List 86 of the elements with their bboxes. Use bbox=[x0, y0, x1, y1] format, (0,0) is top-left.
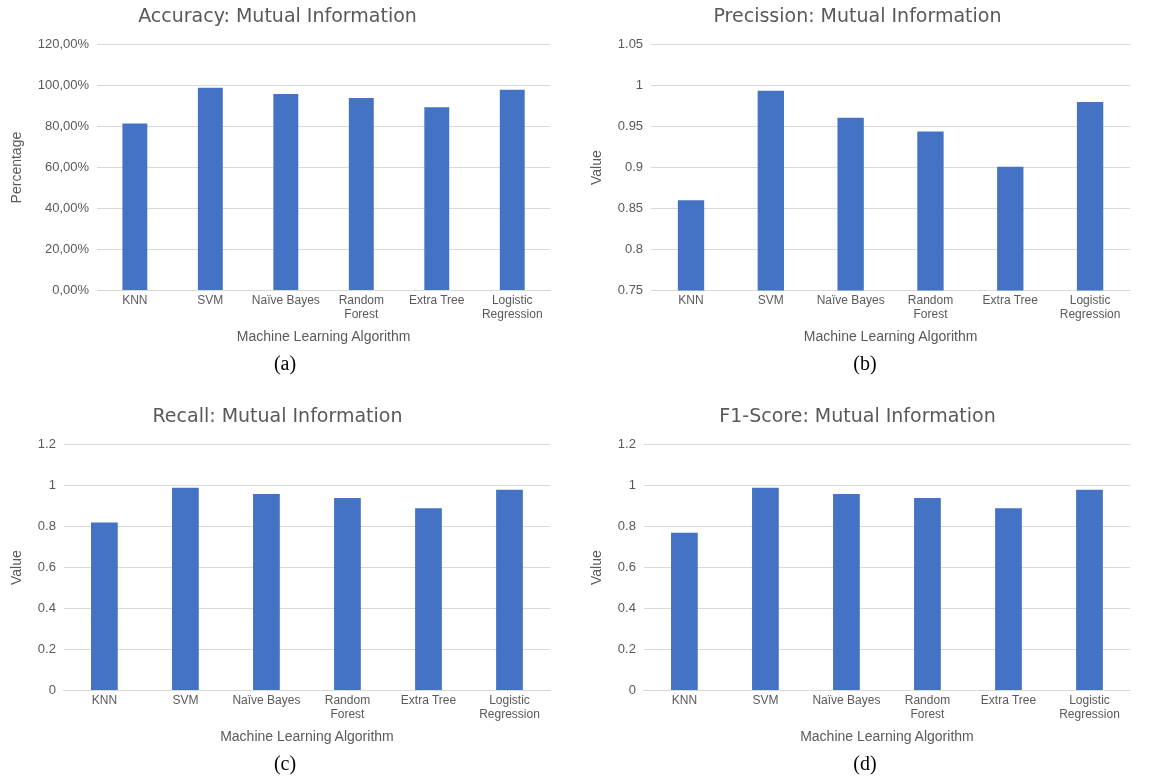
y-tick-label: 100,00% bbox=[37, 77, 90, 93]
x-tick-label: SVM bbox=[757, 292, 784, 307]
bar bbox=[496, 489, 523, 690]
x-tick-label: Logistic Regression bbox=[481, 292, 543, 322]
chart-title: Precission: Mutual Information bbox=[713, 4, 1002, 27]
bar bbox=[197, 87, 223, 290]
x-tick-label: SVM bbox=[172, 692, 199, 707]
bar bbox=[499, 89, 525, 290]
y-tick-label: 0.75 bbox=[617, 281, 644, 297]
y-axis-title: Value bbox=[588, 150, 605, 185]
bar bbox=[91, 522, 118, 690]
x-tick-label: Extra Tree bbox=[409, 292, 465, 307]
text: (a) bbox=[272, 352, 298, 375]
x-tick-label: Random Forest bbox=[907, 292, 954, 322]
x-tick-label: Extra Tree bbox=[400, 692, 457, 707]
x-axis-title: Machine Learning Algorithm bbox=[803, 328, 978, 345]
bar bbox=[752, 487, 779, 690]
y-tick-label: 40,00% bbox=[45, 200, 90, 216]
x-tick-label: Logistic Regression bbox=[1059, 692, 1120, 722]
text: (d) bbox=[852, 752, 878, 775]
y-axis-title: Value bbox=[8, 550, 25, 585]
y-tick-label: 80,00% bbox=[45, 118, 90, 134]
x-tick-label: Logistic Regression bbox=[1059, 292, 1121, 322]
y-tick-label: 1 bbox=[48, 477, 56, 493]
x-tick-label: KNN bbox=[122, 292, 148, 307]
y-tick-label: 60,00% bbox=[45, 159, 90, 175]
chart-title: Accuracy: Mutual Information bbox=[138, 4, 417, 27]
y-tick-label: 0.8 bbox=[617, 518, 636, 534]
y-tick-label: 0.9 bbox=[625, 159, 644, 175]
text: (c) bbox=[272, 752, 298, 775]
y-tick-label: 0,00% bbox=[52, 281, 90, 297]
y-tick-label: 0.8 bbox=[37, 518, 56, 534]
y-tick-label: 0.6 bbox=[37, 559, 56, 575]
x-tick-label: Naïve Bayes bbox=[251, 292, 320, 307]
y-axis-title: Value bbox=[588, 550, 605, 585]
y-tick-label: 0.85 bbox=[617, 200, 644, 216]
x-tick-label: Naïve Bayes bbox=[816, 292, 885, 307]
x-tick-label: KNN bbox=[91, 692, 118, 707]
bar bbox=[122, 123, 148, 290]
y-tick-label: 120,00% bbox=[37, 36, 90, 52]
y-tick-label: 0 bbox=[628, 681, 636, 697]
x-tick-label: Logistic Regression bbox=[479, 692, 540, 722]
x-axis-title: Machine Learning Algorithm bbox=[236, 328, 411, 345]
y-tick-label: 1 bbox=[635, 77, 644, 93]
y-axis-title: Percentage bbox=[8, 131, 25, 204]
bar bbox=[273, 93, 299, 290]
x-tick-label: SVM bbox=[752, 692, 779, 707]
x-tick-label: Random Forest bbox=[904, 692, 951, 722]
x-tick-label: Extra Tree bbox=[980, 692, 1037, 707]
x-axis-title: Machine Learning Algorithm bbox=[800, 728, 974, 745]
bar bbox=[424, 107, 450, 290]
y-tick-label: 0.8 bbox=[625, 241, 644, 257]
bar bbox=[914, 498, 941, 690]
text: (b) bbox=[852, 352, 878, 375]
bar bbox=[833, 493, 860, 690]
x-axis-title: Machine Learning Algorithm bbox=[220, 728, 394, 745]
x-tick-label: Random Forest bbox=[324, 692, 371, 722]
y-tick-label: 0 bbox=[48, 681, 56, 697]
x-tick-label: SVM bbox=[197, 292, 224, 307]
bar bbox=[671, 532, 698, 690]
y-tick-label: 1.05 bbox=[617, 36, 644, 52]
x-tick-label: Extra Tree bbox=[982, 292, 1039, 307]
chart-title: F1-Score: Mutual Information bbox=[719, 404, 996, 427]
bar bbox=[995, 508, 1022, 690]
bar bbox=[334, 498, 361, 690]
chart-title: Recall: Mutual Information bbox=[152, 404, 403, 427]
bar bbox=[415, 508, 442, 690]
y-tick-label: 0.4 bbox=[617, 600, 636, 616]
y-tick-label: 0.95 bbox=[617, 118, 644, 134]
bar bbox=[253, 493, 280, 690]
y-tick-label: 1.2 bbox=[37, 436, 56, 452]
x-tick-label: KNN bbox=[671, 692, 698, 707]
y-tick-label: 0.6 bbox=[617, 559, 636, 575]
y-tick-label: 0.2 bbox=[37, 641, 56, 657]
y-tick-label: 20,00% bbox=[45, 241, 90, 257]
y-tick-label: 1.2 bbox=[617, 436, 636, 452]
x-tick-label: Naïve Bayes bbox=[812, 692, 881, 707]
x-tick-label: KNN bbox=[678, 292, 704, 307]
y-tick-label: 0.4 bbox=[37, 600, 56, 616]
y-tick-label: 0.2 bbox=[617, 641, 636, 657]
y-tick-label: 1 bbox=[628, 477, 636, 493]
bar bbox=[172, 487, 199, 690]
x-tick-label: Naïve Bayes bbox=[232, 692, 301, 707]
x-tick-label: Random Forest bbox=[338, 292, 384, 322]
bar bbox=[1076, 489, 1103, 690]
bar bbox=[348, 98, 374, 290]
